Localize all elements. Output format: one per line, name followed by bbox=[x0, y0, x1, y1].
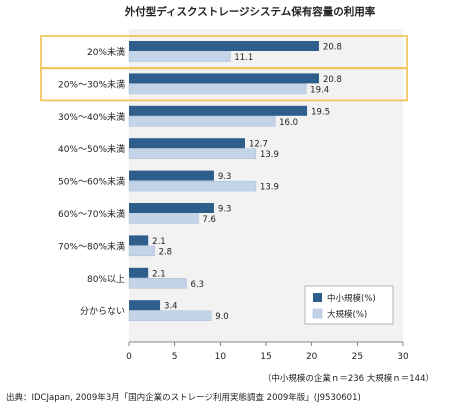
bar-small-medium bbox=[129, 300, 161, 311]
bar-value-label: 2.8 bbox=[159, 247, 173, 257]
bar-large bbox=[128, 83, 307, 95]
category-label: 30%～40%未満 bbox=[58, 111, 125, 123]
source-citation: 出典：IDCJapan, 2009年3月「国内企業のストレージ利用実態調査 20… bbox=[6, 392, 361, 403]
bar-value-label: 13.9 bbox=[260, 150, 279, 160]
bar-large bbox=[128, 148, 257, 159]
bar-value-label: 11.1 bbox=[234, 53, 253, 63]
category-label: 70%～80%未満 bbox=[58, 240, 125, 252]
bar-small-medium bbox=[129, 170, 214, 181]
bar-value-label: 19.5 bbox=[311, 107, 330, 117]
category-label: 20%～30%未満 bbox=[58, 78, 125, 90]
category-label: 80%以上 bbox=[87, 274, 125, 285]
bar-value-label: 2.1 bbox=[152, 269, 166, 279]
bar-value-label: 9.3 bbox=[218, 205, 232, 215]
legend-label-small-medium: 中小規模(%) bbox=[327, 293, 376, 304]
bar-large bbox=[128, 278, 187, 289]
bar-value-label: 13.9 bbox=[260, 183, 279, 193]
bar-small-medium bbox=[129, 235, 149, 246]
category-label: 20%未満 bbox=[87, 46, 125, 58]
category-label: 40%～50%未満 bbox=[58, 143, 125, 155]
bar-value-label: 9.0 bbox=[215, 312, 229, 322]
bar-small-medium bbox=[129, 73, 319, 84]
bar-value-label: 16.0 bbox=[279, 118, 298, 128]
bar-small-medium bbox=[129, 105, 308, 116]
legend-label-large: 大規模(%) bbox=[327, 309, 367, 320]
bar-value-label: 12.7 bbox=[249, 140, 268, 150]
bar-small-medium bbox=[129, 203, 214, 213]
x-tick-label: 25 bbox=[352, 352, 363, 362]
x-tick-label: 0 bbox=[126, 352, 132, 362]
bar-value-label: 9.3 bbox=[218, 172, 232, 182]
bar-small-medium bbox=[129, 41, 319, 51]
category-highlight-box bbox=[40, 67, 408, 102]
bar-large bbox=[128, 245, 155, 257]
category-label: 50%～60%未満 bbox=[58, 176, 125, 188]
x-tick-label: 10 bbox=[215, 352, 227, 362]
x-tick-label: 5 bbox=[172, 352, 178, 362]
bar-large bbox=[128, 213, 199, 224]
bar-value-label: 19.4 bbox=[310, 85, 329, 95]
bar-large bbox=[128, 51, 231, 62]
legend-swatch-large bbox=[312, 308, 323, 319]
legend-swatch-small-medium bbox=[313, 293, 322, 302]
bar-value-label: 6.3 bbox=[191, 280, 205, 290]
bar-value-label: 20.8 bbox=[323, 75, 342, 85]
category-label: 分からない bbox=[80, 306, 125, 317]
category-label: 60%～70%未満 bbox=[58, 208, 125, 220]
x-tick-label: 15 bbox=[260, 352, 271, 362]
bar-large bbox=[128, 180, 257, 192]
legend: 中小規模(%) 大規模(%) bbox=[304, 285, 394, 325]
bar-value-label: 3.4 bbox=[164, 302, 178, 312]
bar-small-medium bbox=[129, 267, 149, 278]
bar-large bbox=[128, 310, 212, 321]
x-tick-label: 30 bbox=[397, 352, 409, 362]
bar-large bbox=[128, 116, 276, 127]
sample-size-note: （中小規模の企業ｎ＝236 大規模ｎ＝144） bbox=[263, 373, 434, 384]
bar-value-label: 20.8 bbox=[323, 43, 342, 53]
bar-small-medium bbox=[129, 138, 245, 149]
x-tick-label: 20 bbox=[306, 352, 318, 362]
bar-value-label: 2.1 bbox=[152, 237, 166, 247]
bar-value-label: 7.6 bbox=[202, 215, 216, 225]
chart-title: 外付型ディスクストレージシステム保有容量の利用率 bbox=[124, 5, 376, 18]
